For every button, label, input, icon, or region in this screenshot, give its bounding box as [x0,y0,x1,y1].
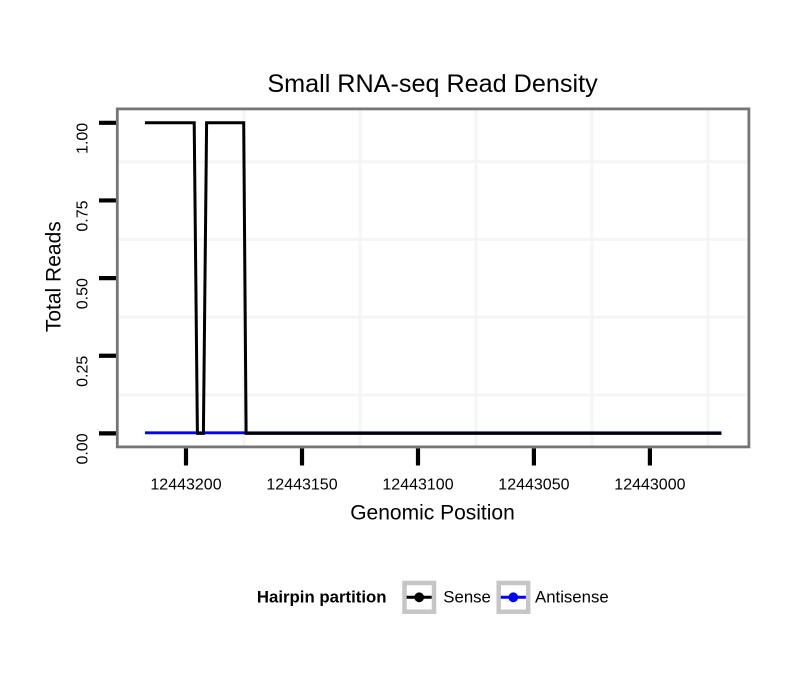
svg-text:12443150: 12443150 [266,477,337,494]
svg-text:12443100: 12443100 [382,477,453,494]
svg-text:0.50: 0.50 [75,278,92,309]
svg-text:12443050: 12443050 [498,477,569,494]
svg-text:0.75: 0.75 [75,200,92,231]
svg-text:1.00: 1.00 [75,123,92,154]
svg-text:0.25: 0.25 [75,356,92,387]
svg-text:Genomic Position: Genomic Position [350,502,515,525]
svg-text:Small RNA-seq Read Density: Small RNA-seq Read Density [267,70,598,98]
svg-text:Hairpin partition: Hairpin partition [257,588,387,607]
svg-text:Antisense: Antisense [535,588,609,607]
svg-text:12443200: 12443200 [150,477,221,494]
svg-text:0.00: 0.00 [75,433,92,464]
svg-text:Sense: Sense [443,588,491,607]
svg-text:Total Reads: Total Reads [42,221,65,332]
svg-text:12443000: 12443000 [614,477,685,494]
